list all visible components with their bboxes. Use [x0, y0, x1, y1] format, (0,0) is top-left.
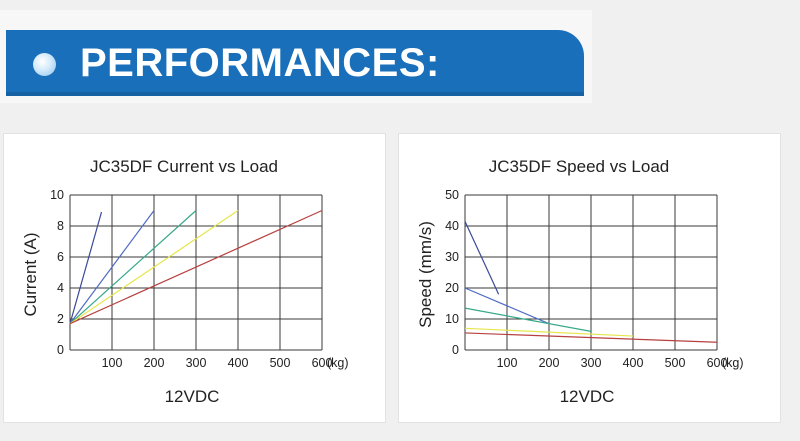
current-x-tick-label: 600 — [312, 356, 333, 370]
current-y-tick-label: 0 — [57, 343, 64, 357]
speed-voltage-label: 12VDC — [560, 387, 615, 406]
speed-chart-title: JC35DF Speed vs Load — [489, 157, 670, 176]
current-chart-svg: JC35DF Current vs Load 0 2 4 6 8 10 100 200 300 40… — [21, 157, 349, 406]
speed-x-tick-label: 500 — [665, 356, 686, 370]
speed-y-tick-label: 10 — [445, 312, 459, 326]
speed-series-line-4 — [464, 327, 634, 337]
speed-y-tick-label: 0 — [452, 343, 459, 357]
current-voltage-label: 12VDC — [165, 387, 220, 406]
current-series-line-4 — [69, 210, 239, 325]
current-y-tick-label: 8 — [57, 219, 64, 233]
current-x-tick-label: 100 — [102, 356, 123, 370]
current-series-line-1 — [69, 211, 103, 324]
current-y-tick-label: 2 — [57, 312, 64, 326]
current-x-tick-label: 200 — [144, 356, 165, 370]
banner-area: PERFORMANCES: — [0, 10, 592, 103]
speed-y-axis-title: Speed (mm/s) — [416, 221, 435, 328]
speed-x-tick-label: 600 — [707, 356, 728, 370]
section-banner: PERFORMANCES: — [6, 30, 584, 96]
speed-y-tick-label: 30 — [445, 250, 459, 264]
current-x-tick-label: 400 — [228, 356, 249, 370]
speed-x-tick-label: 100 — [497, 356, 518, 370]
current-series-line-5 — [69, 209, 323, 325]
current-x-tick-label: 300 — [186, 356, 207, 370]
speed-x-tick-label: 300 — [581, 356, 602, 370]
current-series-line-2 — [69, 210, 155, 325]
current-x-tick-label: 500 — [270, 356, 291, 370]
speed-series-line-2 — [464, 287, 550, 325]
speed-x-tick-label: 400 — [623, 356, 644, 370]
current-chart-title: JC35DF Current vs Load — [90, 157, 278, 176]
speed-series-line-3 — [464, 307, 592, 332]
speed-y-tick-label: 20 — [445, 281, 459, 295]
speed-x-tick-label: 200 — [539, 356, 560, 370]
current-y-tick-label: 4 — [57, 281, 64, 295]
speed-y-tick-label: 40 — [445, 219, 459, 233]
current-x-unit-label: (kg) — [327, 356, 349, 370]
current-y-tick-label: 6 — [57, 250, 64, 264]
speed-x-unit-label: (kg) — [722, 356, 744, 370]
section-title: PERFORMANCES: — [80, 41, 440, 85]
current-series-line-3 — [69, 210, 197, 325]
current-y-axis-title: Current (A) — [21, 232, 40, 316]
speed-chart-svg: JC35DF Speed vs Load 0 10 20 30 40 50 100 200 300… — [416, 157, 744, 406]
current-vs-load-chart: JC35DF Current vs Load 0 2 4 6 8 10 100 200 300 40… — [3, 133, 386, 423]
speed-series-line-5 — [464, 332, 718, 343]
current-y-tick-label: 10 — [50, 188, 64, 202]
speed-vs-load-chart: JC35DF Speed vs Load 0 10 20 30 40 50 100 200 300… — [398, 133, 781, 423]
speed-series-line-1 — [464, 221, 500, 295]
speed-y-tick-label: 50 — [445, 188, 459, 202]
bullet-icon — [33, 53, 56, 76]
